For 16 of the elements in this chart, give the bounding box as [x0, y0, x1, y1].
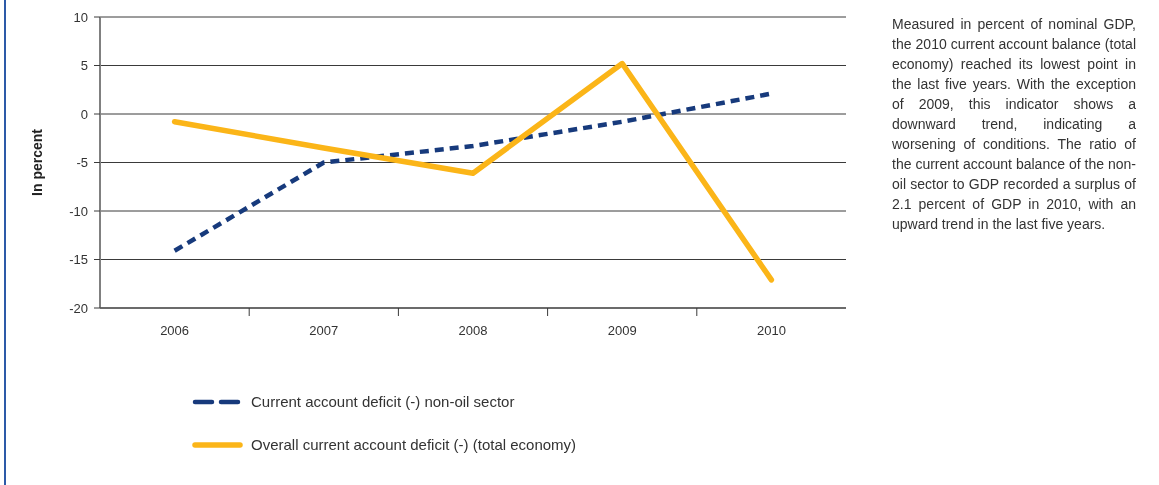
legend-label: Current account deficit (-) non-oil sector — [251, 393, 515, 411]
y-tick-label: -5 — [76, 155, 88, 171]
y-tick-label: 0 — [80, 106, 88, 122]
x-tick-label: 2010 — [756, 323, 786, 338]
y-tick-label: 5 — [80, 58, 88, 74]
x-tick-label: 2009 — [607, 323, 637, 338]
x-tick-label: 2006 — [160, 323, 190, 338]
y-axis-title: In percent — [29, 128, 45, 196]
y-tick-label: -10 — [69, 203, 88, 219]
y-tick-label: -20 — [69, 300, 88, 316]
y-tick-label: 10 — [73, 9, 88, 25]
x-tick-label: 2007 — [309, 323, 339, 338]
text: Measured in percent of nominal GDP, the 2010 current account balance (total economy) reached its lowest point in the last five years. With the exception of 2009, this indicator shows a downward trend, indicating a worsening of conditions. The ratio of the current account balance of the non-oil sector to GDP recorded a surplus of 2.1 percent of GDP in 2010, with an upward trend in the last five years. — [892, 16, 1136, 232]
legend-label: Overall current account deficit (-) (total economy) — [251, 436, 577, 454]
y-tick-label: -15 — [69, 252, 88, 268]
x-tick-label: 2008 — [458, 323, 488, 338]
